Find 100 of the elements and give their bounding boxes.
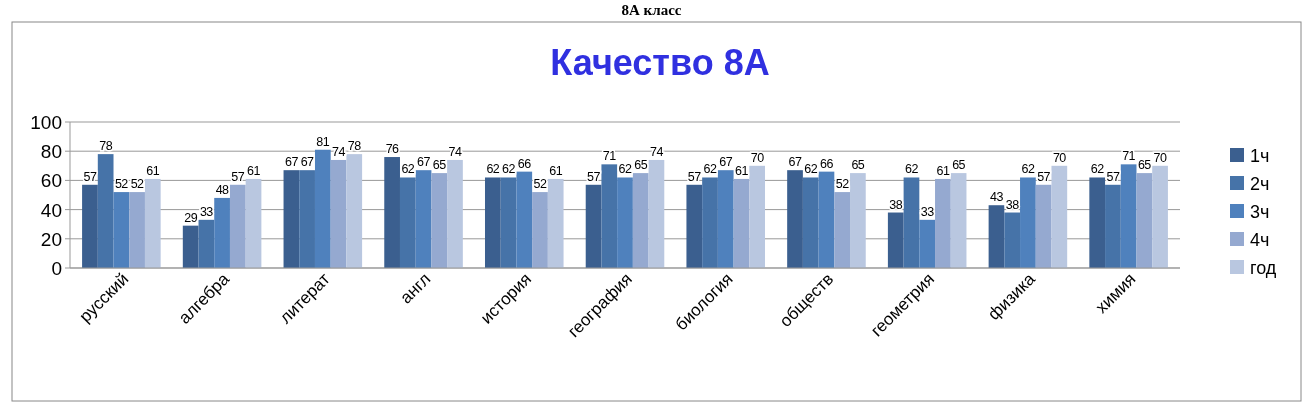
bar bbox=[384, 157, 400, 268]
bar bbox=[850, 173, 866, 268]
data-label: 70 bbox=[1052, 150, 1067, 165]
y-tick-label: 40 bbox=[40, 199, 62, 221]
bar bbox=[1020, 177, 1036, 268]
bar bbox=[601, 164, 618, 268]
data-label: 67 bbox=[300, 155, 315, 170]
bar bbox=[299, 170, 315, 268]
y-tick-label: 80 bbox=[40, 141, 62, 163]
bar bbox=[1120, 164, 1137, 268]
data-label: 61 bbox=[734, 163, 749, 178]
data-label: 62 bbox=[618, 162, 632, 177]
bar bbox=[1035, 184, 1052, 268]
data-label: 62 bbox=[486, 162, 500, 177]
data-label: 62 bbox=[905, 162, 919, 177]
data-label: 38 bbox=[889, 197, 903, 212]
data-label: 74 bbox=[448, 144, 462, 159]
bar bbox=[113, 192, 130, 268]
legend-label: год bbox=[1250, 258, 1277, 278]
data-label: 52 bbox=[130, 177, 145, 192]
data-label: 57 bbox=[83, 169, 97, 184]
bar bbox=[330, 159, 347, 268]
bar bbox=[648, 159, 665, 268]
data-label: 78 bbox=[99, 139, 113, 154]
bar bbox=[82, 184, 98, 268]
data-label: 29 bbox=[184, 210, 198, 225]
bar bbox=[229, 184, 246, 268]
data-label: 81 bbox=[316, 134, 330, 149]
data-label: 65 bbox=[1137, 158, 1152, 173]
data-label: 78 bbox=[347, 139, 362, 154]
y-tick-label: 20 bbox=[40, 228, 62, 250]
bar bbox=[447, 159, 463, 268]
data-label: 74 bbox=[332, 144, 346, 159]
data-label: 57 bbox=[587, 169, 601, 184]
data-label: 62 bbox=[1021, 162, 1035, 177]
data-label: 61 bbox=[549, 163, 563, 178]
bar bbox=[415, 170, 432, 268]
data-label: 52 bbox=[114, 177, 129, 192]
bar bbox=[1105, 184, 1121, 268]
data-label: 70 bbox=[750, 150, 765, 165]
bar bbox=[887, 212, 904, 268]
bar bbox=[717, 170, 734, 268]
data-label: 57 bbox=[1106, 169, 1120, 184]
bar bbox=[1051, 165, 1068, 268]
bar bbox=[585, 184, 602, 268]
data-label: 65 bbox=[634, 158, 648, 173]
y-tick-label: 100 bbox=[30, 112, 62, 133]
data-label: 61 bbox=[146, 163, 160, 178]
bar bbox=[97, 154, 114, 268]
bar bbox=[802, 177, 819, 268]
bar bbox=[532, 192, 548, 268]
data-label: 67 bbox=[719, 155, 733, 170]
bar bbox=[484, 177, 501, 268]
data-label: 65 bbox=[952, 158, 966, 173]
bar bbox=[1089, 177, 1106, 268]
data-label: 61 bbox=[936, 163, 950, 178]
bar bbox=[950, 173, 967, 268]
bar bbox=[787, 170, 803, 268]
bar bbox=[547, 178, 564, 268]
data-label: 62 bbox=[703, 162, 718, 177]
bar bbox=[283, 170, 300, 268]
y-tick-label: 60 bbox=[40, 170, 62, 192]
bar bbox=[129, 192, 145, 268]
bar bbox=[314, 149, 331, 268]
data-label: 67 bbox=[417, 155, 431, 170]
bar bbox=[749, 165, 766, 268]
bar bbox=[632, 173, 649, 268]
data-label: 48 bbox=[215, 182, 230, 197]
data-label: 61 bbox=[247, 163, 261, 178]
bar bbox=[399, 177, 416, 268]
y-tick-label: 0 bbox=[51, 258, 62, 279]
bar bbox=[818, 171, 835, 268]
data-label: 76 bbox=[385, 142, 400, 157]
bar bbox=[516, 171, 533, 268]
data-label: 65 bbox=[851, 158, 865, 173]
legend-label: 1ч bbox=[1250, 146, 1270, 166]
bar bbox=[617, 177, 633, 268]
bar bbox=[988, 205, 1005, 268]
data-label: 52 bbox=[835, 177, 850, 192]
chart-title: Качество 8А bbox=[550, 42, 770, 83]
data-label: 66 bbox=[820, 156, 834, 171]
bar bbox=[1152, 165, 1168, 268]
data-label: 57 bbox=[687, 169, 702, 184]
legend-label: 2ч bbox=[1250, 174, 1270, 194]
data-label: 43 bbox=[990, 190, 1004, 205]
legend-label: 3ч bbox=[1250, 202, 1270, 222]
data-label: 57 bbox=[231, 169, 245, 184]
data-label: 71 bbox=[602, 149, 617, 164]
data-label: 57 bbox=[1037, 169, 1051, 184]
data-label: 33 bbox=[920, 204, 935, 219]
data-label: 62 bbox=[401, 162, 415, 177]
bar bbox=[919, 219, 936, 268]
bar bbox=[834, 192, 851, 268]
data-label: 66 bbox=[517, 156, 532, 171]
data-label: 71 bbox=[1122, 149, 1136, 164]
bar bbox=[1004, 212, 1021, 268]
bar bbox=[431, 173, 448, 268]
bar bbox=[198, 219, 215, 268]
bar bbox=[935, 178, 951, 268]
bar bbox=[702, 177, 718, 268]
